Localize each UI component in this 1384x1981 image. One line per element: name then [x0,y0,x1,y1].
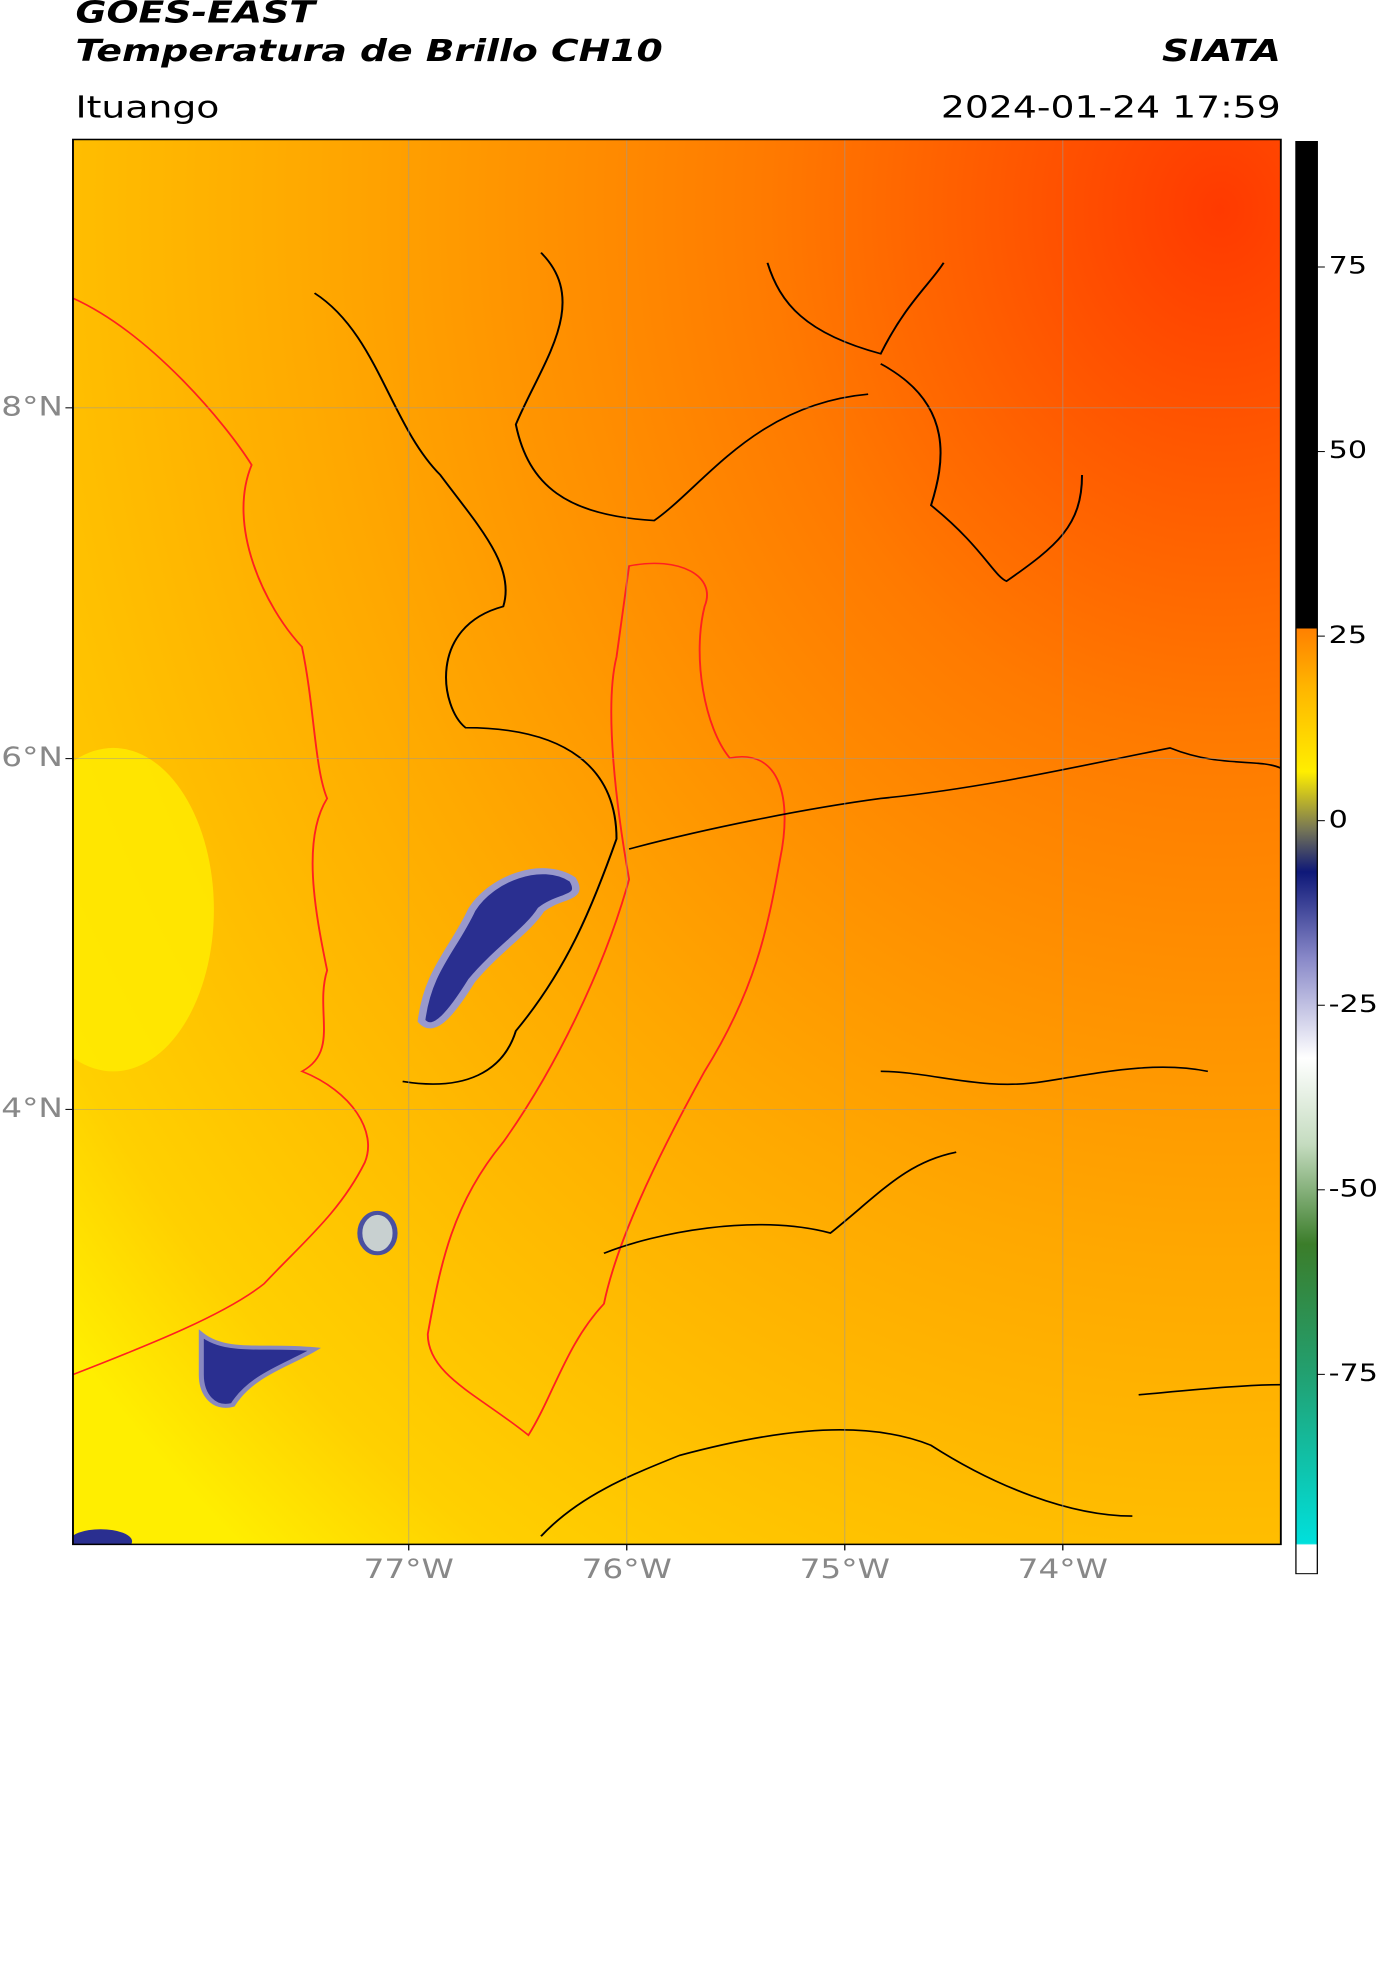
x-tick-label: 74°W [1018,1553,1108,1584]
date: 2024-01-24 17:59 [941,90,1281,125]
cold-cloud [357,1210,398,1256]
grid [72,139,1281,1545]
title: GOES-EAST [75,0,317,31]
map-frame [72,138,1282,1546]
map [72,139,1281,1545]
brightness-field [72,139,1281,1545]
subtitle: Temperatura de Brillo CH10 [75,34,662,69]
x-tick-label: 75°W [800,1553,890,1584]
x-tick-label: 77°W [364,1553,454,1584]
colorbar-tick-label: -25 [1329,991,1378,1018]
colorbar-tick-label: 25 [1329,622,1367,649]
cold-cloud [417,868,580,1029]
colorbar [1295,140,1318,1575]
source: SIATA [1162,34,1281,69]
x-tick-label: 76°W [582,1553,672,1584]
colorbar-tick-label: 50 [1329,437,1367,464]
y-tick-label: 4°N [1,1092,63,1123]
admin-boundary [313,252,1281,1537]
colorbar-tick-label: 75 [1329,252,1367,279]
basin-outline [426,562,786,1437]
y-tick-label: 6°N [1,741,63,772]
cold-cloud [198,1329,322,1408]
colorbar-tick-label: 0 [1329,806,1348,833]
y-tick-label: 8°N [1,391,63,422]
colorbar-tick-label: -50 [1329,1175,1378,1202]
colorbar-tick-label: -75 [1329,1360,1378,1387]
location: Ituango [75,90,219,125]
coastline [72,297,370,1376]
warm-zone [72,747,214,1072]
cold-cloud [72,1529,133,1545]
